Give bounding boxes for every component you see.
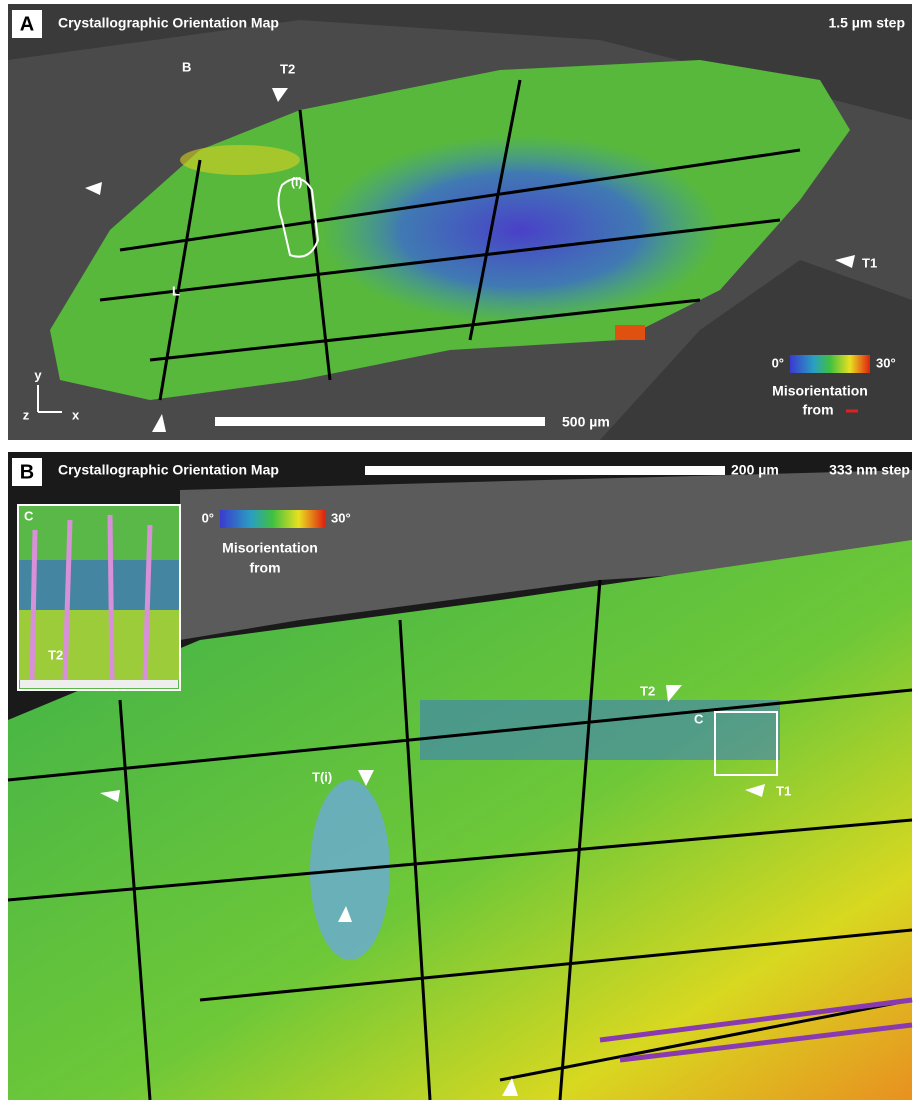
legend-ramp	[220, 510, 325, 528]
legend-min: 0°	[202, 510, 214, 525]
annotation: T1	[862, 255, 877, 270]
scale-bar-label: 200 µm	[731, 462, 779, 478]
figure: A Crystallographic Orientation Map 1.5 µ…	[0, 0, 917, 1102]
red-spot	[615, 325, 645, 340]
legend-ramp	[790, 355, 870, 373]
annotation: T(i)	[312, 769, 332, 784]
panel-title: Crystallographic Orientation Map	[58, 15, 279, 31]
annotation: T2	[640, 683, 655, 698]
inset-label: C	[24, 508, 34, 523]
inset-annotation: T2	[48, 647, 63, 662]
axis-label: x	[72, 407, 80, 422]
legend-min: 0°	[772, 355, 784, 370]
panel-label: A	[20, 13, 34, 35]
annotation: B	[182, 59, 191, 74]
scale-bar-label: 500 µm	[562, 414, 610, 430]
legend-caption: from	[802, 402, 833, 418]
panel-a: A Crystallographic Orientation Map 1.5 µ…	[8, 4, 912, 440]
legend-caption: Misorientation	[772, 383, 868, 399]
annotation: C	[694, 711, 704, 726]
axis-label: z	[23, 407, 30, 422]
legend-caption: from	[249, 560, 280, 576]
panel-title: Crystallographic Orientation Map	[58, 462, 279, 478]
annotation: T2	[280, 61, 295, 76]
annotation: (i)	[291, 175, 302, 189]
step-size: 333 nm step	[829, 462, 910, 478]
axis-label: y	[34, 367, 42, 382]
inset-blue-band	[19, 560, 179, 610]
inset-scale	[20, 680, 178, 688]
step-size: 1.5 µm step	[828, 15, 905, 31]
legend-caption: Misorientation	[222, 540, 318, 556]
scale-bar	[215, 417, 545, 426]
legend-max: 30°	[876, 355, 896, 370]
scale-bar	[365, 466, 725, 475]
panel-label: B	[20, 461, 34, 483]
annotation: T1	[776, 783, 791, 798]
panel-b: B Crystallographic Orientation Map 200 µ…	[8, 452, 912, 1100]
annotation: L	[172, 283, 180, 298]
inset-yellow	[19, 610, 179, 680]
legend-max: 30°	[331, 510, 351, 525]
blue-region	[320, 135, 720, 325]
